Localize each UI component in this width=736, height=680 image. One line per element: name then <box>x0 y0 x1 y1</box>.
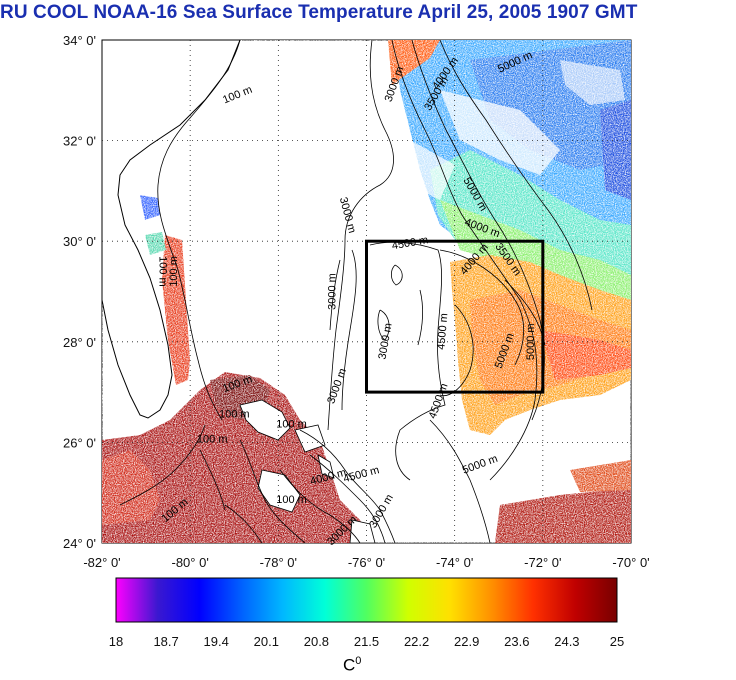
colorbar <box>115 577 618 623</box>
bahamas-island <box>257 469 301 513</box>
bahamas-island <box>317 454 335 479</box>
colorbar-tick-label: 21.5 <box>354 634 379 649</box>
latitude-tick-label: 32° 0' <box>63 134 96 149</box>
study-area-box <box>365 239 545 394</box>
colorbar-unit: C0 <box>343 655 361 676</box>
colorbar-tick-label: 24.3 <box>554 634 579 649</box>
colorbar-tick-label: 20.8 <box>304 634 329 649</box>
colorbar-tick-label: 18 <box>109 634 123 649</box>
latitude-labels: 34° 0' 32° 0' 30° 0' 28° 0' 26° 0' 24° 0' <box>63 33 96 551</box>
colorbar-ticks: 18 18.7 19.4 20.1 20.8 21.5 22.2 22.9 23.6 24.3 25 <box>109 634 624 649</box>
map-title: RU COOL NOAA-16 Sea Surface Temperature … <box>0 2 638 23</box>
contour-label: 5000 m <box>525 323 537 360</box>
colorbar-unit-superscript: 0 <box>355 655 362 667</box>
colorbar-tick-label: 19.4 <box>204 634 229 649</box>
longitude-tick-label: -70° 0' <box>612 555 649 570</box>
latitude-tick-label: 34° 0' <box>63 33 96 48</box>
latitude-tick-label: 28° 0' <box>63 335 96 350</box>
contour-label: 100 m <box>168 256 180 287</box>
contour-label: 100 m <box>156 256 168 287</box>
contour-label: 4500 m <box>435 313 450 351</box>
latitude-tick-label: 26° 0' <box>63 435 96 450</box>
colorbar-unit-letter: C <box>343 655 356 675</box>
colorbar-tick-label: 18.7 <box>153 634 178 649</box>
longitude-tick-label: -72° 0' <box>524 555 561 570</box>
florida-land <box>102 40 241 419</box>
colorbar-tick-label: 22.2 <box>404 634 429 649</box>
colorbar-tick-label: 22.9 <box>454 634 479 649</box>
colorbar-tick-label: 23.6 <box>504 634 529 649</box>
longitude-tick-label: -78° 0' <box>260 555 297 570</box>
longitude-labels: -82° 0' -80° 0' -78° 0' -76° 0' -74° 0' -72° … <box>83 555 649 570</box>
longitude-tick-label: -76° 0' <box>348 555 385 570</box>
colorbar-tick-label: 20.1 <box>254 634 279 649</box>
bahamas-island <box>239 399 291 441</box>
longitude-tick-label: -80° 0' <box>172 555 209 570</box>
bathymetry-contours <box>119 40 593 543</box>
contour-label: 3000 m <box>327 273 339 310</box>
contour-label: 100 m <box>276 494 307 506</box>
contour-label: 100 m <box>197 433 228 445</box>
latitude-tick-label: 24° 0' <box>63 536 96 551</box>
latitude-tick-label: 30° 0' <box>63 234 96 249</box>
bahamas-island <box>294 424 326 453</box>
contour-label: 100 m <box>219 408 250 420</box>
longitude-tick-label: -74° 0' <box>436 555 473 570</box>
longitude-tick-label: -82° 0' <box>83 555 120 570</box>
colorbar-tick-label: 25 <box>610 634 624 649</box>
contour-label: 100 m <box>276 418 307 430</box>
